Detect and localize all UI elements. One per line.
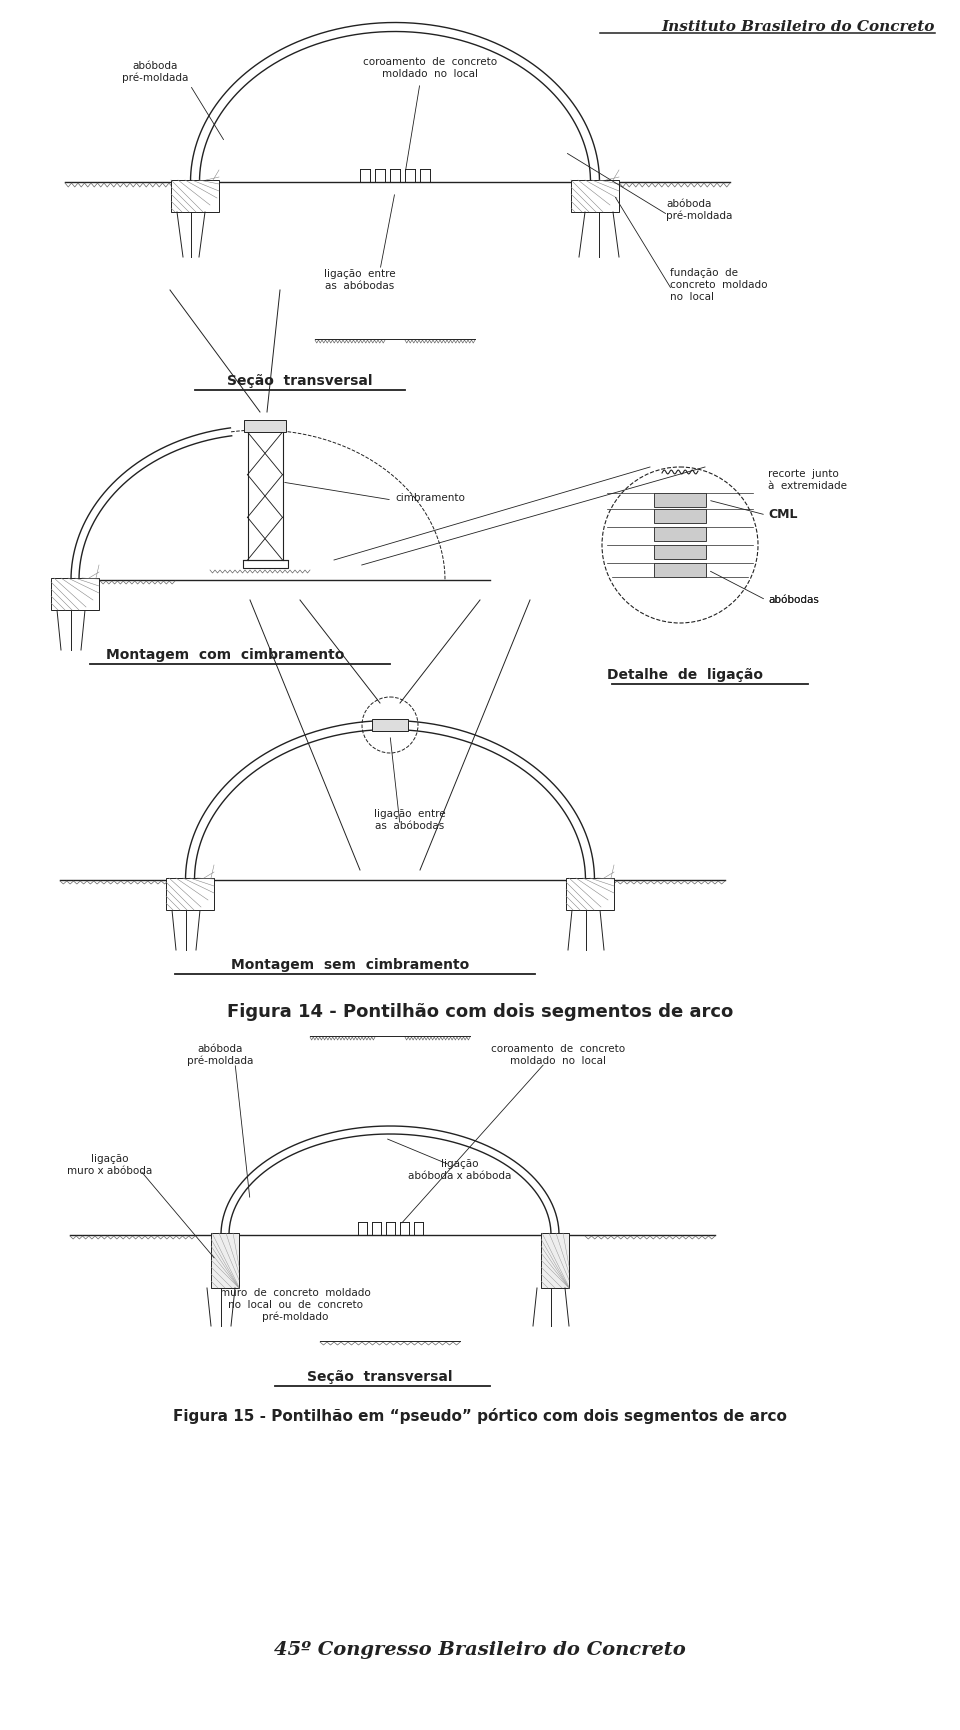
Text: Figura 15 - Pontilhão em “pseudo” pórtico com dois segmentos de arco: Figura 15 - Pontilhão em “pseudo” pórtic… (173, 1408, 787, 1424)
Text: abóbodas: abóbodas (768, 595, 819, 606)
Bar (541, 1233, 569, 1289)
Text: abóbodas: abóbodas (768, 595, 819, 606)
Text: CML: CML (768, 509, 798, 521)
Text: abóboda
pré-moldada: abóboda pré-moldada (122, 61, 188, 83)
Bar (654, 493, 706, 507)
Text: ligação  entre
as  abóbodas: ligação entre as abóbodas (374, 810, 445, 830)
Text: fundação  de
concreto  moldado
no  local: fundação de concreto moldado no local (670, 268, 767, 301)
Text: abóboda
pré-moldada: abóboda pré-moldada (187, 1043, 253, 1066)
Text: ligação
abóboda x abóboda: ligação abóboda x abóboda (408, 1159, 512, 1182)
Bar (372, 720, 408, 732)
Text: cimbramento: cimbramento (395, 493, 465, 503)
Bar (166, 879, 214, 910)
Text: Montagem  com  cimbramento: Montagem com cimbramento (106, 649, 345, 663)
Text: Figura 14 - Pontilhão com dois segmentos de arco: Figura 14 - Pontilhão com dois segmentos… (227, 1003, 733, 1021)
Text: muro  de  concreto  moldado
no  local  ou  de  concreto
pré-moldado: muro de concreto moldado no local ou de … (220, 1289, 371, 1322)
Text: coroamento  de  concreto
moldado  no  local: coroamento de concreto moldado no local (363, 57, 497, 80)
Text: ligação
muro x abóboda: ligação muro x abóboda (67, 1154, 153, 1176)
Text: Detalhe  de  ligação: Detalhe de ligação (607, 668, 763, 682)
Bar (243, 561, 287, 567)
Bar (244, 420, 286, 432)
Text: Seção  transversal: Seção transversal (228, 374, 372, 388)
Bar (211, 1233, 239, 1289)
Bar (566, 879, 614, 910)
Text: Seção  transversal: Seção transversal (307, 1370, 453, 1384)
Bar (171, 180, 219, 213)
Bar (654, 509, 706, 522)
Bar (654, 545, 706, 559)
Bar (51, 578, 99, 611)
Bar (654, 528, 706, 541)
Text: 45º Congresso Brasileiro do Concreto: 45º Congresso Brasileiro do Concreto (275, 1642, 685, 1659)
Text: coroamento  de  concreto
moldado  no  local: coroamento de concreto moldado no local (491, 1045, 625, 1066)
Text: recorte  junto
à  extremidade: recorte junto à extremidade (768, 469, 847, 491)
Text: Instituto Brasileiro do Concreto: Instituto Brasileiro do Concreto (661, 21, 935, 35)
Text: ligação  entre
as  abóbodas: ligação entre as abóbodas (324, 270, 396, 291)
Text: abóboda
pré-moldada: abóboda pré-moldada (666, 199, 732, 221)
Bar (571, 180, 619, 213)
Bar (654, 562, 706, 578)
Text: Montagem  sem  cimbramento: Montagem sem cimbramento (230, 958, 469, 972)
